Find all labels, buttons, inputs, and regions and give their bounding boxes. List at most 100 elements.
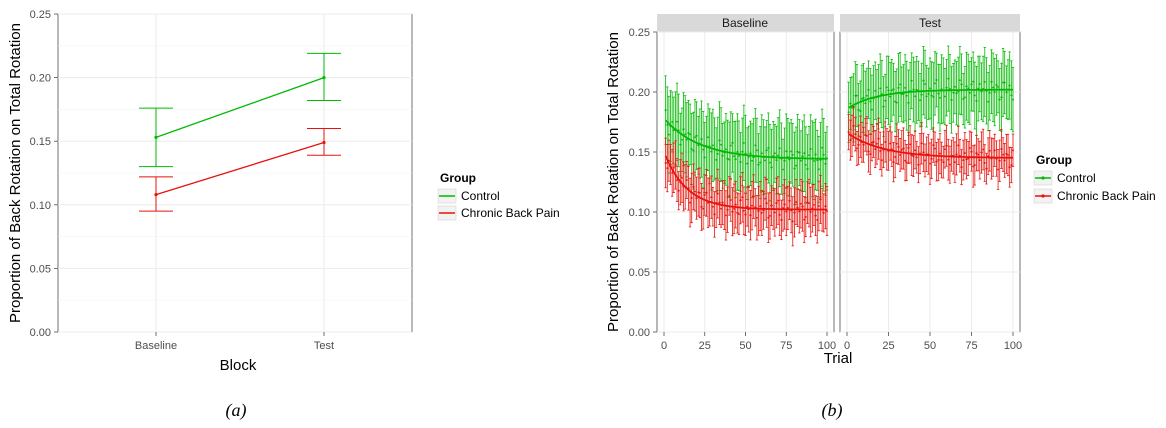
data-point — [667, 133, 670, 136]
data-point — [801, 155, 804, 158]
data-point — [814, 153, 817, 156]
data-point — [687, 132, 690, 135]
data-point — [692, 149, 695, 152]
data-point — [666, 123, 669, 126]
data-point — [728, 158, 731, 161]
data-point — [1000, 96, 1003, 99]
data-point — [980, 151, 983, 154]
data-point — [980, 90, 983, 93]
data-point — [729, 198, 732, 201]
data-point — [801, 205, 804, 208]
data-point — [947, 77, 950, 80]
data-point — [1002, 153, 1005, 156]
data-point — [765, 202, 768, 205]
data-point — [932, 144, 935, 147]
data-point — [713, 213, 716, 216]
data-point — [849, 139, 852, 142]
data-point — [922, 151, 925, 154]
data-point — [904, 86, 907, 89]
data-point — [970, 83, 973, 86]
data-point — [703, 193, 706, 196]
data-point — [933, 82, 936, 85]
data-point — [785, 150, 788, 153]
x-tick-label: 75 — [965, 340, 977, 352]
data-point — [953, 85, 956, 88]
data-point — [664, 161, 667, 164]
data-point — [767, 147, 770, 150]
y-tick-label: 0.20 — [629, 87, 650, 99]
data-point — [1003, 159, 1006, 162]
y-axis-label: Proportion of Back Rotation on Total Rot… — [605, 32, 622, 332]
data-point — [747, 155, 750, 158]
data-point — [676, 179, 679, 182]
data-point — [885, 86, 888, 89]
legend-title: Group — [440, 171, 476, 185]
data-point — [983, 162, 986, 165]
data-point — [884, 140, 887, 143]
data-point — [997, 168, 1000, 171]
data-point — [755, 149, 758, 152]
data-point — [880, 93, 883, 96]
data-point — [785, 210, 788, 213]
data-point — [932, 95, 935, 98]
data-point — [1008, 84, 1011, 87]
data-point — [874, 148, 877, 151]
data-point — [869, 153, 872, 156]
data-point — [998, 159, 1001, 162]
data-point — [927, 92, 930, 95]
data-point — [677, 189, 680, 192]
data-point — [816, 159, 819, 162]
data-point — [869, 100, 872, 103]
data-point — [804, 163, 807, 166]
data-point — [757, 163, 760, 166]
data-point — [895, 101, 898, 104]
x-axis-label: Block — [220, 357, 257, 374]
y-tick-label: 0.05 — [629, 267, 650, 279]
data-point — [889, 142, 892, 145]
data-point — [852, 124, 855, 127]
data-point — [854, 94, 857, 97]
data-point — [702, 207, 705, 210]
data-point — [724, 148, 727, 151]
data-point — [862, 96, 865, 99]
data-point — [715, 158, 718, 161]
data-point — [922, 79, 925, 82]
y-tick-label: 0.25 — [629, 27, 650, 39]
data-point — [726, 208, 729, 211]
data-point — [812, 203, 815, 206]
data-point — [970, 150, 973, 153]
data-point — [975, 99, 978, 102]
data-point — [973, 164, 976, 167]
data-point — [739, 199, 742, 202]
data-point — [759, 161, 762, 164]
data-point — [755, 216, 758, 219]
data-point — [864, 102, 867, 105]
data-point — [990, 80, 993, 83]
data-point — [925, 95, 928, 98]
data-point — [798, 151, 801, 154]
data-point — [960, 83, 963, 86]
data-point — [808, 154, 811, 157]
data-point — [972, 80, 975, 83]
x-tick-label: 100 — [818, 340, 836, 352]
data-point — [798, 210, 801, 213]
data-point — [877, 137, 880, 140]
data-point — [1005, 152, 1008, 155]
data-point — [702, 148, 705, 151]
data-point — [993, 149, 996, 152]
data-point — [1010, 94, 1013, 97]
data-point — [689, 201, 692, 204]
legend-point-control — [1041, 176, 1045, 180]
data-point — [752, 195, 755, 198]
data-point — [973, 94, 976, 97]
data-point — [874, 89, 877, 92]
data-point — [915, 88, 918, 91]
data-point — [721, 154, 724, 157]
facet-strip-test — [840, 14, 1020, 32]
data-point — [1002, 81, 1005, 84]
data-point — [676, 120, 679, 123]
data-point — [968, 146, 971, 149]
data-point — [795, 164, 798, 167]
data-point — [741, 150, 744, 153]
